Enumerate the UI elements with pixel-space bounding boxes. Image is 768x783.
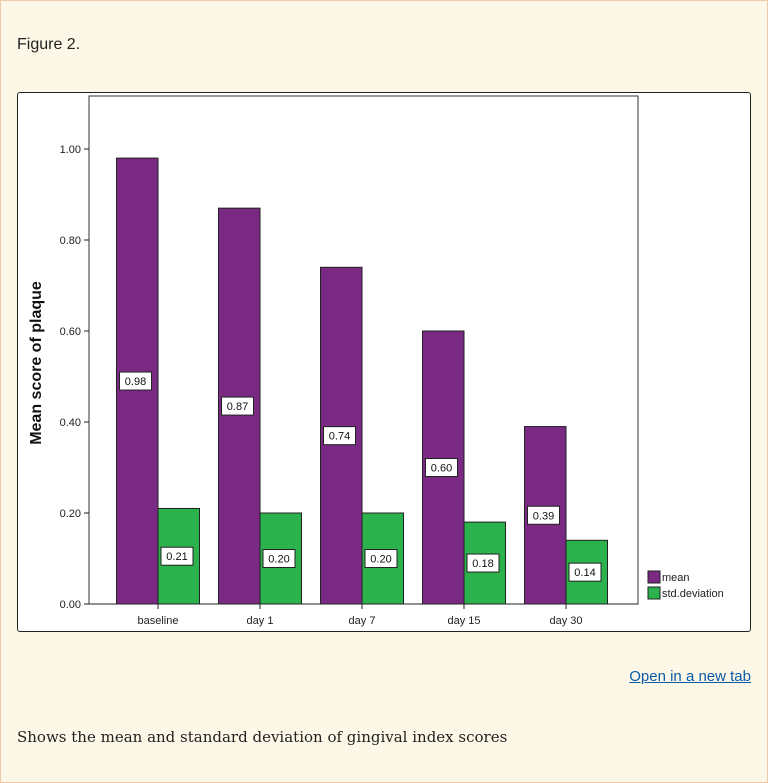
data-label-box: [425, 458, 458, 477]
open-in-new-tab-link[interactable]: Open in a new tab: [629, 668, 751, 685]
y-tick-label: 0.00: [60, 599, 81, 611]
data-label: 0.87: [227, 401, 248, 413]
data-label-box: [568, 562, 602, 582]
data-label: 0.98: [125, 376, 146, 388]
figure-title: Figure 2.: [17, 36, 81, 53]
bar-chart: Mean score of plaque 0.00 0.20 0.40 0.60 0.8…: [28, 95, 724, 627]
y-tick-label: 0.80: [60, 235, 81, 247]
figure-caption: Shows the mean and standard deviation of…: [17, 728, 508, 746]
data-label: 0.14: [574, 567, 595, 579]
data-label-box: [466, 553, 500, 573]
y-tick-label: 0.60: [60, 326, 81, 338]
data-label: 0.18: [472, 558, 493, 570]
x-tick-label: baseline: [138, 615, 179, 627]
y-tick-label: 0.40: [60, 417, 81, 429]
data-label: 0.60: [431, 463, 452, 475]
y-tick-label: 0.20: [60, 508, 81, 520]
x-tick-label: day 15: [447, 615, 480, 627]
legend-label: std.deviation: [662, 588, 724, 600]
y-tick-label: 1.00: [60, 144, 81, 156]
data-label: 0.74: [329, 431, 350, 443]
data-label: 0.39: [533, 510, 554, 522]
data-label-box: [323, 426, 356, 446]
chart-container: Mean score of plaque 0.00 0.20 0.40 0.60 0.8…: [17, 92, 751, 632]
data-label: 0.20: [370, 554, 391, 566]
data-label-box: [364, 549, 398, 568]
data-label-box: [262, 549, 296, 568]
data-label-box: [527, 505, 560, 525]
x-tick-label: day 1: [247, 615, 274, 627]
data-label-box: [119, 371, 152, 391]
data-label-box: [221, 396, 254, 416]
legend-swatch-std-deviation: [647, 586, 661, 600]
x-tick-label: day 7: [349, 615, 376, 627]
y-axis-label: Mean score of plaque: [28, 281, 45, 445]
data-label: 0.20: [268, 554, 289, 566]
data-label: 0.21: [166, 551, 187, 563]
legend-swatch-mean: [647, 570, 661, 584]
data-label-box: [160, 546, 194, 566]
x-tick-label: day 30: [549, 615, 582, 627]
legend-label: mean: [662, 572, 690, 584]
